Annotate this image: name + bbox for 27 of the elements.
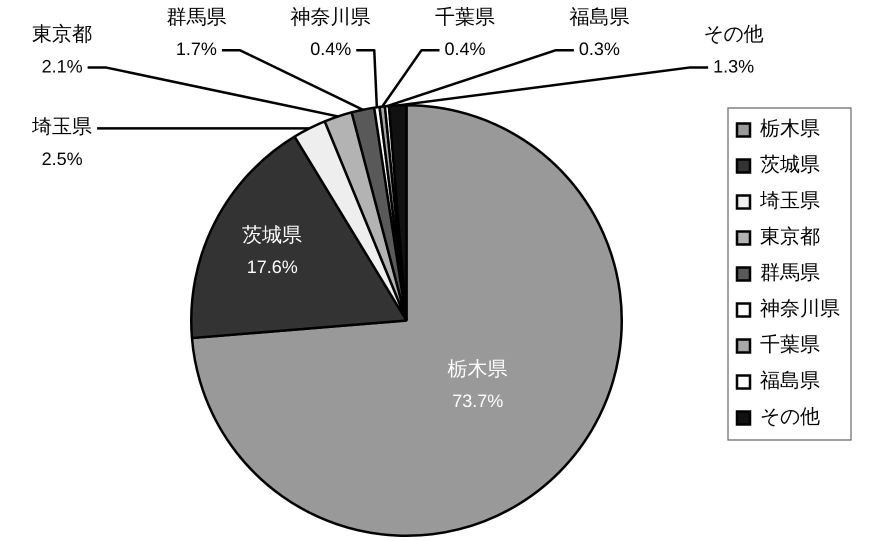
slice-label: 千葉県 (435, 4, 496, 28)
data-label: 1.7% (176, 39, 217, 60)
legend-label: 東京都 (760, 224, 820, 248)
slice-label: 東京都 (32, 22, 92, 46)
legend-label: 千葉県 (760, 332, 820, 356)
data-label: 17.6% (246, 257, 298, 278)
data-label: 0.4% (444, 39, 486, 60)
data-label: 1.3% (713, 56, 754, 76)
data-label: 0.4% (310, 39, 352, 60)
legend-label: 埼玉県 (759, 188, 820, 212)
legend-label: 福島県 (760, 368, 820, 392)
slice-label: 栃木県 (448, 356, 508, 380)
slice-label: 福島県 (569, 4, 630, 28)
data-label: 2.5% (42, 148, 83, 169)
legend-label: 茨城県 (760, 152, 820, 176)
data-label: 0.3% (578, 39, 620, 60)
slice-label: その他 (704, 22, 764, 46)
data-label: 73.7% (452, 391, 504, 412)
slice-label: 埼玉県 (31, 114, 92, 138)
legend-label: 栃木県 (760, 116, 820, 140)
slice-label: 茨城県 (242, 222, 302, 246)
legend-label: 群馬県 (760, 260, 820, 284)
legend-label: その他 (760, 404, 820, 428)
slice-label: 群馬県 (166, 4, 226, 28)
data-label: 2.1% (42, 56, 83, 76)
slice-label: 神奈川県 (290, 4, 371, 28)
legend-label: 神奈川県 (760, 296, 840, 320)
